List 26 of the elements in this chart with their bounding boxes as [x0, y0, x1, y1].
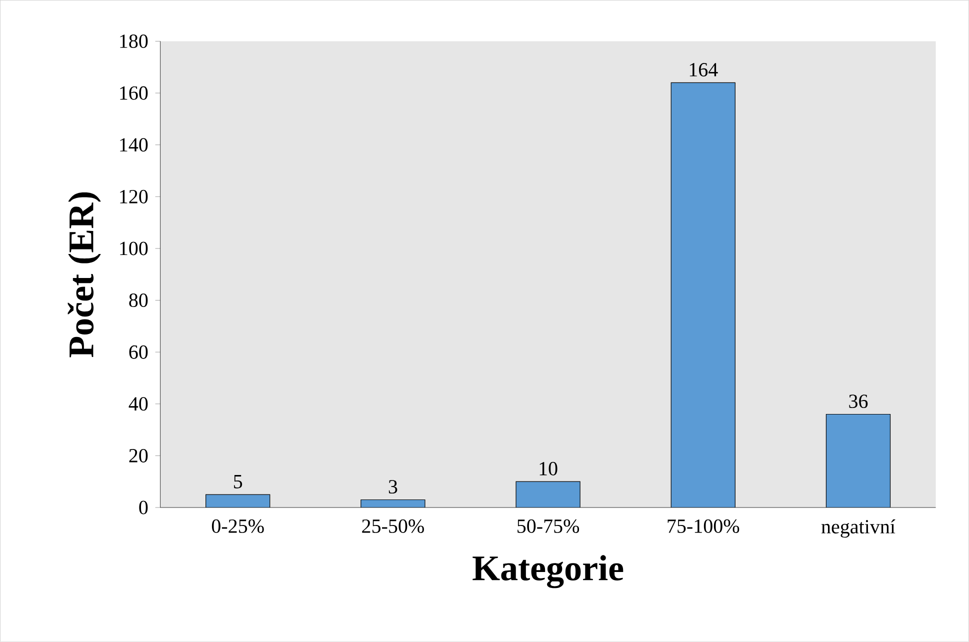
y-tick-label: 120 [120, 190, 148, 204]
x-tick-label: 0-25% [212, 519, 264, 534]
y-axis-title: Počet (ER) [68, 192, 101, 358]
y-tick-label: 60 [129, 345, 148, 359]
y-tick-label: 80 [129, 294, 148, 308]
data-label: 5 [234, 475, 242, 488]
bar [206, 494, 270, 508]
data-label: 164 [690, 63, 718, 77]
x-tick-label: 25-50% [362, 519, 424, 534]
x-axis-title: Kategorie [472, 555, 624, 588]
y-tick-label: 0 [139, 500, 148, 514]
data-label: 3 [388, 480, 398, 494]
bar [671, 82, 736, 508]
x-tick-label: negativní [821, 519, 896, 538]
x-tick-label: 75-100% [668, 519, 740, 534]
y-tick-label: 180 [120, 34, 148, 48]
x-tick-label: 50-75% [518, 519, 580, 534]
y-tick-label: 140 [120, 138, 148, 152]
y-tick-label: 160 [120, 86, 148, 100]
data-label: 10 [540, 462, 558, 476]
bar [516, 482, 580, 508]
y-tick-label: 20 [129, 449, 148, 463]
y-tick-label: 100 [120, 242, 148, 256]
data-label: 36 [849, 394, 868, 408]
bar [826, 414, 891, 508]
y-tick-label: 40 [128, 397, 148, 411]
